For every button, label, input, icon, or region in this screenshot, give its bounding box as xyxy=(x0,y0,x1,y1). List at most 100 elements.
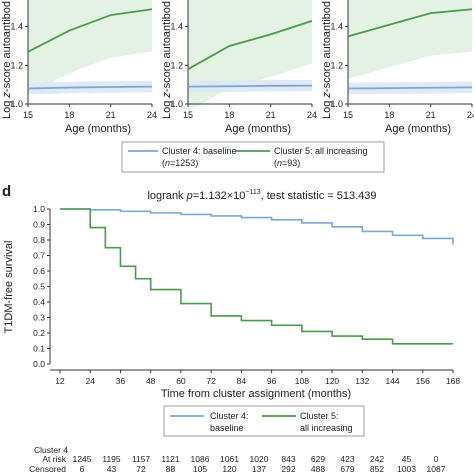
x-tick-label: 24 xyxy=(85,376,95,386)
x-tick-label: 12 xyxy=(55,376,65,386)
x-tick-label: 18 xyxy=(64,110,74,120)
x-tick-label: 18 xyxy=(384,110,394,120)
top-legend-frame xyxy=(121,141,385,173)
x-tick-label: 15 xyxy=(183,110,193,120)
series-line-increasing xyxy=(27,8,153,53)
x-tick-label: 168 xyxy=(446,376,460,386)
y-tick-label: 0.0 xyxy=(33,359,45,369)
risk-table-cell: 1087 xyxy=(427,464,446,474)
risk-table-cell: 72 xyxy=(136,464,146,474)
x-tick-label: 21 xyxy=(266,110,276,120)
y-tick-label: 0.5 xyxy=(33,282,45,292)
risk-table-cell: 88 xyxy=(166,464,176,474)
x-tick-label: 15 xyxy=(343,110,353,120)
risk-table-cell: 1061 xyxy=(220,454,239,464)
panel-2-xlabel: Age (months) xyxy=(225,123,291,135)
risk-table-cell: 1195 xyxy=(102,454,121,464)
legend-label-baseline: Cluster 4: baseline xyxy=(162,146,237,156)
y-tick-label: 1.0 xyxy=(330,99,343,109)
legend-survival-increasing-line1: Cluster 5: xyxy=(300,411,339,421)
risk-table-cell: 488 xyxy=(311,464,325,474)
series-line-baseline xyxy=(27,85,153,90)
panel-d-title: logrank p=1.132×10−113, test statistic =… xyxy=(147,189,376,202)
risk-table-cell: 629 xyxy=(311,454,325,464)
risk-table-cell: 105 xyxy=(193,464,207,474)
survival-curve-baseline xyxy=(60,208,454,245)
risk-row-label: Censored xyxy=(29,464,66,474)
x-tick-label: 84 xyxy=(237,376,247,386)
y-tick-label: 1.0 xyxy=(33,204,45,214)
x-tick-label: 21 xyxy=(426,110,436,120)
y-tick-label: 0.3 xyxy=(33,313,45,323)
legend-label-increasing: Cluster 5: all increasing xyxy=(274,146,368,156)
x-tick-label: 132 xyxy=(355,376,369,386)
y-tick-label: 1.4 xyxy=(10,22,23,32)
y-tick-label: 1.0 xyxy=(10,99,23,109)
series-line-baseline xyxy=(187,84,313,88)
panel-2-ylabel: Log z-score autoantibod xyxy=(161,1,173,119)
panel-1-ylabel: Log z-score autoantibod xyxy=(1,1,13,119)
risk-table: At risk 1245 1195 1157 1121 1086 1061 1020 843 62… xyxy=(29,454,446,474)
y-tick-label: 1.2 xyxy=(170,60,183,70)
legend-survival-increasing-line2: all increasing xyxy=(300,423,353,433)
y-tick-label: 1.0 xyxy=(170,99,183,109)
x-tick-label: 18 xyxy=(224,110,234,120)
line-panel-3: 1.0 1.2 1.4 15 18 21 24 xyxy=(330,0,474,120)
line-panel-2: 1.0 1.2 1.4 15 18 21 24 xyxy=(170,0,317,120)
risk-table-cell: 1086 xyxy=(191,454,210,464)
x-tick-label: 120 xyxy=(325,376,339,386)
panel-d-xlabel: Time from cluster assignment (months) xyxy=(161,388,351,400)
confidence-band-increasing xyxy=(28,0,152,95)
panel-3-xlabel: Age (months) xyxy=(385,123,451,135)
x-tick-label: 72 xyxy=(206,376,216,386)
x-tick-label: 96 xyxy=(267,376,277,386)
y-tick-label: 1.2 xyxy=(330,60,343,70)
risk-table-group: Cluster 4 xyxy=(34,445,68,455)
risk-table-cell: 292 xyxy=(281,464,295,474)
series-line-baseline xyxy=(347,86,473,90)
risk-table-cell: 120 xyxy=(222,464,236,474)
panel-1-xlabel: Age (months) xyxy=(65,123,131,135)
risk-row-label: At risk xyxy=(42,454,66,464)
y-tick-label: 0.1 xyxy=(33,344,45,354)
x-tick-label: 24 xyxy=(467,110,474,120)
x-tick-label: 156 xyxy=(416,376,430,386)
risk-table-cell: 852 xyxy=(370,464,384,474)
x-tick-label: 24 xyxy=(307,110,317,120)
y-tick-label: 0.9 xyxy=(33,220,45,230)
y-tick-label: 0.7 xyxy=(33,251,45,261)
x-tick-label: 48 xyxy=(146,376,156,386)
confidence-band-increasing xyxy=(188,0,312,112)
y-tick-label: 0.8 xyxy=(33,235,45,245)
risk-table-cell: 1020 xyxy=(250,454,269,464)
risk-table-cell: 679 xyxy=(340,464,354,474)
risk-table-cell: 137 xyxy=(252,464,266,474)
x-tick-label: 60 xyxy=(176,376,186,386)
panel-d-letter: d xyxy=(2,183,11,200)
series-line-increasing xyxy=(347,8,473,38)
risk-table-cell: 43 xyxy=(107,464,117,474)
x-tick-label: 36 xyxy=(116,376,126,386)
survival-legend: Cluster 4: baseline Cluster 5: all incre… xyxy=(163,405,365,437)
panel-3-ylabel: Log z-score autoantibod xyxy=(321,1,333,119)
risk-table-cell: 1121 xyxy=(161,454,180,464)
line-panel-1: 1.0 1.2 1.4 15 18 21 24 xyxy=(10,0,157,120)
x-tick-label: 21 xyxy=(106,110,116,120)
y-tick-label: 0.4 xyxy=(33,297,45,307)
survival-legend-frame xyxy=(163,405,365,437)
series-line-increasing xyxy=(187,20,313,70)
y-tick-label: 0.2 xyxy=(33,328,45,338)
x-tick-label: 15 xyxy=(23,110,33,120)
risk-table-cell: 0 xyxy=(434,454,439,464)
y-tick-label: 1.4 xyxy=(330,22,343,32)
survival-curve-increasing xyxy=(60,208,453,345)
y-tick-label: 1.4 xyxy=(170,22,183,32)
risk-table-cell: 843 xyxy=(281,454,295,464)
risk-table-cell: 45 xyxy=(402,454,412,464)
panel-d-ylabel: T1DM-free survival xyxy=(3,241,15,334)
survival-panel: 0.0 0.1 0.2 0.3 0.4 0.5 0.6 0.7 0.8 0.9 1.0 12 24 36 4… xyxy=(33,204,460,386)
y-tick-label: 0.6 xyxy=(33,266,45,276)
risk-table-cell: 1245 xyxy=(73,454,92,464)
legend-survival-baseline-line2: baseline xyxy=(210,423,244,433)
